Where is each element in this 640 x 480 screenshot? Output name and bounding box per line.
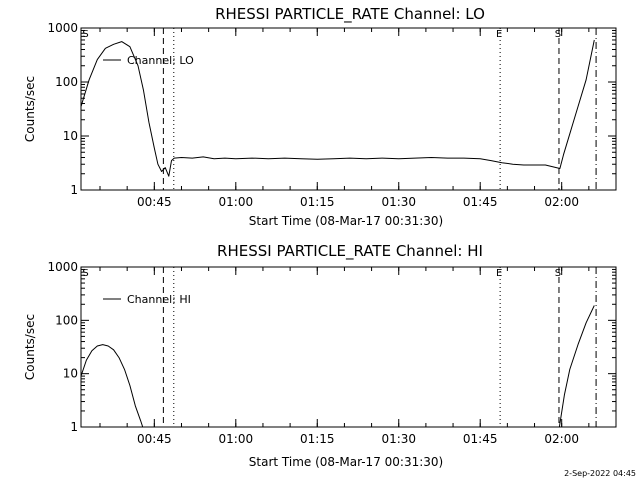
marker-label: S — [82, 268, 88, 279]
y-tick-label: 10 — [63, 129, 78, 143]
y-tick-label: 100 — [55, 313, 78, 327]
x-tick-label: 00:45 — [137, 432, 172, 446]
chart-title: RHESSI PARTICLE_RATE Channel: LO — [215, 5, 485, 24]
x-tick-label: 01:30 — [381, 432, 416, 446]
y-tick-label: 100 — [55, 75, 78, 89]
x-tick-label: 01:45 — [463, 432, 498, 446]
y-axis-label: Counts/sec — [23, 76, 37, 142]
marker-label: S — [555, 268, 561, 279]
plot-frame — [80, 27, 617, 191]
x-tick-label: 02:00 — [544, 195, 579, 209]
x-axis-label: Start Time (08-Mar-17 00:31:30) — [249, 214, 443, 228]
y-tick-label: 10 — [63, 367, 78, 381]
y-tick-label: 1000 — [47, 260, 78, 274]
series-line — [81, 39, 595, 177]
legend: Channel: HI — [103, 293, 191, 306]
y-tick-label: 1000 — [47, 21, 78, 35]
chart-panel-hi: RHESSI PARTICLE_RATE Channel: HI Start T… — [23, 242, 617, 469]
x-tick-label: 02:00 — [544, 432, 579, 446]
chart-title: RHESSI PARTICLE_RATE Channel: HI — [217, 242, 483, 261]
series-line — [81, 344, 144, 427]
x-tick-label: 01:15 — [300, 432, 335, 446]
timestamp: 2-Sep-2022 04:45 — [564, 469, 636, 478]
series-layer — [81, 39, 595, 177]
y-axis-label: Counts/sec — [23, 314, 37, 380]
axes: 1 10 100 1000 00:45 01:00 01:15 01:30 01:45 02:00 — [47, 21, 617, 209]
chart-panel-lo: RHESSI PARTICLE_RATE Channel: LO Start T… — [23, 5, 617, 228]
marker-label: E — [496, 29, 502, 40]
axes: 1 10 100 1000 00:45 01:00 01:15 01:30 01:45 02:00 — [47, 260, 617, 446]
marker-label: E — [496, 268, 502, 279]
x-tick-label: 01:15 — [300, 195, 335, 209]
legend-label: Channel: LO — [127, 54, 194, 67]
x-tick-label: 01:30 — [381, 195, 416, 209]
plot-frame — [80, 266, 617, 428]
marker-label: S — [555, 29, 561, 40]
y-tick-label: 1 — [70, 183, 78, 197]
series-line — [558, 305, 595, 427]
x-tick-label: 00:45 — [137, 195, 172, 209]
legend: Channel: LO — [103, 54, 194, 67]
legend-label: Channel: HI — [127, 293, 191, 306]
y-tick-label: 1 — [70, 420, 78, 434]
x-tick-label: 01:00 — [219, 195, 254, 209]
series-layer — [81, 305, 595, 427]
x-axis-label: Start Time (08-Mar-17 00:31:30) — [249, 455, 443, 469]
marker-label: S — [82, 29, 88, 40]
x-tick-label: 01:00 — [219, 432, 254, 446]
x-tick-label: 01:45 — [463, 195, 498, 209]
